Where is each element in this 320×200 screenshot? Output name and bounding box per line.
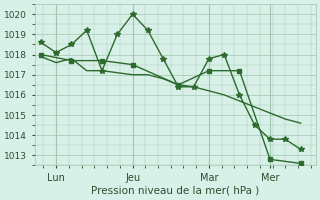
X-axis label: Pression niveau de la mer( hPa ): Pression niveau de la mer( hPa ) bbox=[91, 186, 260, 196]
